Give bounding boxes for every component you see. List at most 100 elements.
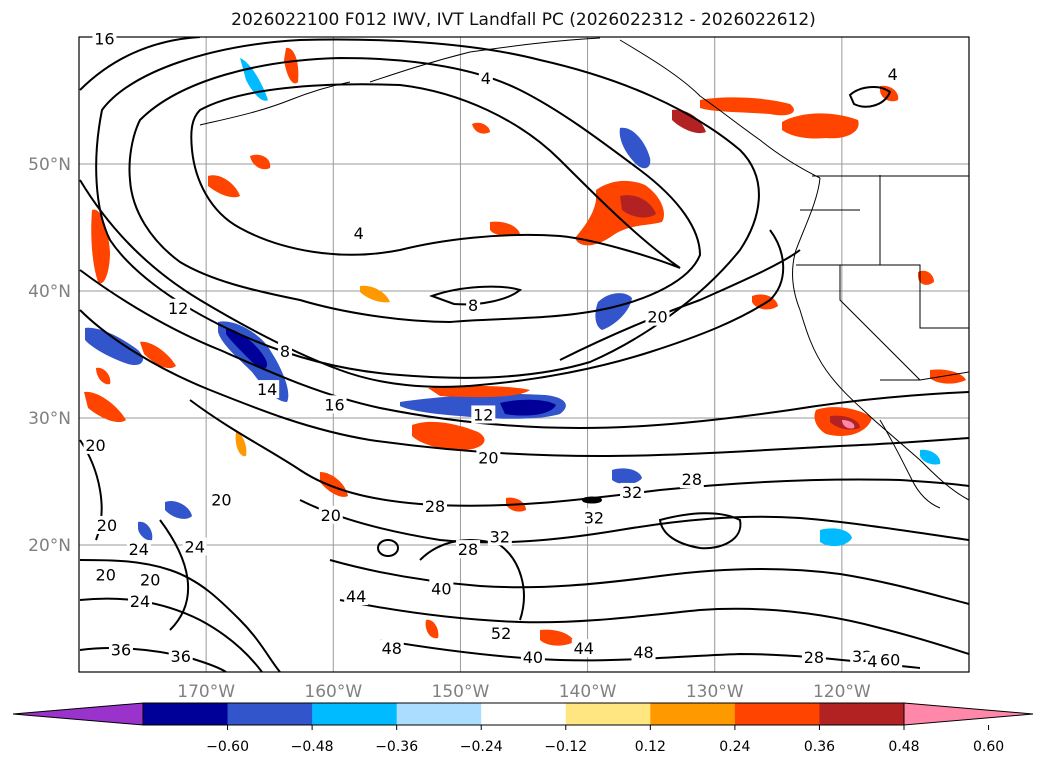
contour-label: 32 [622, 483, 642, 502]
contour-label: 4 [354, 224, 364, 243]
contour-label-bg [83, 435, 108, 454]
pos-blob-v [250, 154, 271, 170]
contour-label: 44 [574, 639, 594, 658]
contour-label-bg [456, 540, 481, 559]
colorbar-tick-label: 0.60 [973, 739, 1004, 755]
colorbar-segment [227, 703, 313, 725]
pos-blob-d-peak [842, 420, 855, 429]
contour-label-bg [571, 639, 596, 658]
colorbar-segment [565, 703, 651, 725]
pos-blob-m [320, 472, 348, 497]
contour-label-bg [379, 639, 404, 658]
contour-label: 32 [490, 527, 510, 546]
pos-blob-s [235, 432, 247, 457]
contour-label-bg [581, 508, 606, 527]
colorbar: −0.60 −0.48 −0.36 −0.24 −0.12 0.12 0.24 0.36 0.4… [12, 702, 1034, 755]
contour-label-bg [166, 298, 191, 317]
colorbar-tick-label: 0.36 [804, 739, 835, 755]
latitude-labels: 20°N 30°N 40°N 50°N [28, 155, 71, 556]
contour-label: 40 [431, 579, 451, 598]
contour-label-bg [94, 515, 119, 534]
contour-label-bg [476, 448, 501, 467]
colorbar-segment [819, 703, 905, 725]
contour-label: 36 [171, 647, 191, 666]
contour-label: 28 [804, 648, 824, 667]
contour-label-bg [351, 223, 366, 242]
contour-label: 20 [85, 436, 105, 455]
coastlines [199, 37, 969, 509]
contour-label: 24 [185, 538, 205, 557]
chart-title: 2026022100 F012 IWV, IVT Landfall PC (20… [231, 10, 816, 30]
pos-blob-t [96, 367, 111, 385]
border-us-mexico [880, 371, 969, 381]
colorbar-tick-label: 0.48 [888, 739, 919, 755]
colorbar-tick-label: 0.24 [719, 739, 750, 755]
pos-blob-a-core [620, 195, 656, 218]
contour-4 [190, 83, 681, 269]
lon-tick-label: 140°W [559, 682, 617, 702]
graticule [79, 37, 969, 672]
contour-label: 20 [140, 571, 160, 590]
pos-blob-c [428, 385, 530, 398]
pos-blob-r [930, 369, 966, 384]
pos-blob-o [490, 221, 520, 237]
contour-label-bg [138, 570, 163, 589]
pos-blob-e [700, 97, 794, 116]
contour-40 [339, 599, 969, 655]
contour-label: 48 [633, 643, 653, 662]
pos-blob-f [672, 109, 706, 134]
colorbar-tick-label: −0.48 [291, 739, 334, 755]
pos-blob-y [918, 270, 934, 285]
contour-label: 20 [211, 491, 231, 510]
contour-label: 16 [324, 395, 344, 414]
lat-tick-label: 40°N [28, 282, 71, 302]
contour-label: 20 [97, 516, 117, 535]
contour-label-bg [885, 65, 900, 84]
contour-label: 8 [468, 296, 478, 315]
contour-label-bg [423, 496, 447, 515]
contour-label: 24 [130, 592, 150, 611]
map-frame [78, 36, 970, 673]
contour-label: 20 [478, 449, 498, 468]
map-layers [79, 37, 969, 672]
contour-label-bg [878, 650, 903, 669]
lat-tick-label: 50°N [28, 155, 71, 175]
colorbar-tick-label: 0.12 [635, 739, 666, 755]
neg-blob-se [820, 528, 852, 547]
contour-28 [189, 399, 969, 507]
contour-label-bg [128, 592, 153, 611]
contour-label-bg [92, 29, 117, 48]
contour-label: 36 [111, 640, 131, 659]
colorbar-segment [481, 703, 567, 725]
contour-label-bg [520, 648, 545, 667]
contour-label-bg [801, 648, 826, 667]
neg-blob-s2 [165, 500, 192, 519]
contour-label-bg [471, 405, 496, 424]
colorbar-segment [734, 703, 820, 725]
contour-e-28 [658, 512, 742, 550]
contour-label-bg [679, 470, 704, 489]
colorbar-extend-low [12, 702, 144, 726]
lon-tick-label: 170°W [177, 682, 235, 702]
contour-label: 28 [458, 540, 478, 559]
contour-label-bg [344, 587, 369, 606]
contour-label: 40 [523, 648, 543, 667]
contour-label: 28 [682, 470, 702, 489]
contour-20 [79, 249, 969, 430]
contour-label-bg [466, 296, 481, 315]
neg-blob-west [85, 327, 143, 366]
coastline-na-west [792, 177, 969, 501]
contour-label-bg [631, 642, 656, 661]
lon-tick-label: 160°W [304, 682, 362, 702]
contour-label: 44 [346, 587, 366, 606]
contour-label: 14 [257, 380, 277, 399]
contour-label: 16 [94, 30, 114, 49]
lon-tick-label: 120°W [813, 682, 871, 702]
contour-16 [79, 37, 785, 388]
lat-tick-label: 30°N [28, 409, 71, 429]
lon-tick-label: 150°W [432, 682, 490, 702]
contour-label: 20 [96, 565, 116, 584]
pos-blob-n [540, 629, 574, 646]
